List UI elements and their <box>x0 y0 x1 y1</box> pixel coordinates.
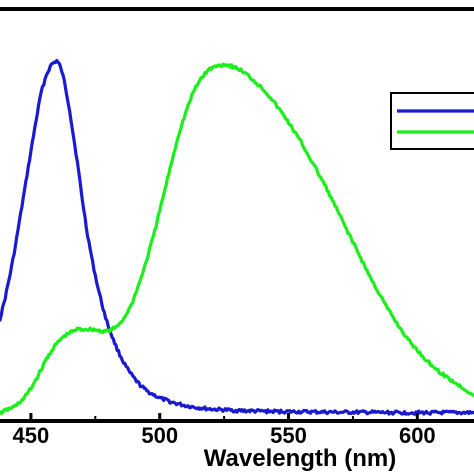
plot-frame <box>0 7 474 423</box>
x-axis-label: Wavelength (nm) <box>204 445 396 472</box>
legend <box>390 92 474 150</box>
x-tick-label-550: 550 <box>270 423 307 448</box>
series-2-line <box>0 62 474 416</box>
x-tick-label-450: 450 <box>13 423 50 448</box>
legend-box <box>390 92 474 150</box>
series-layer <box>0 58 474 416</box>
x-tick-label-600: 600 <box>399 423 436 448</box>
x-tick-label-500: 500 <box>141 423 178 448</box>
series-1-line <box>0 58 474 416</box>
x-axis: 450 500 550 600 <box>13 413 436 448</box>
